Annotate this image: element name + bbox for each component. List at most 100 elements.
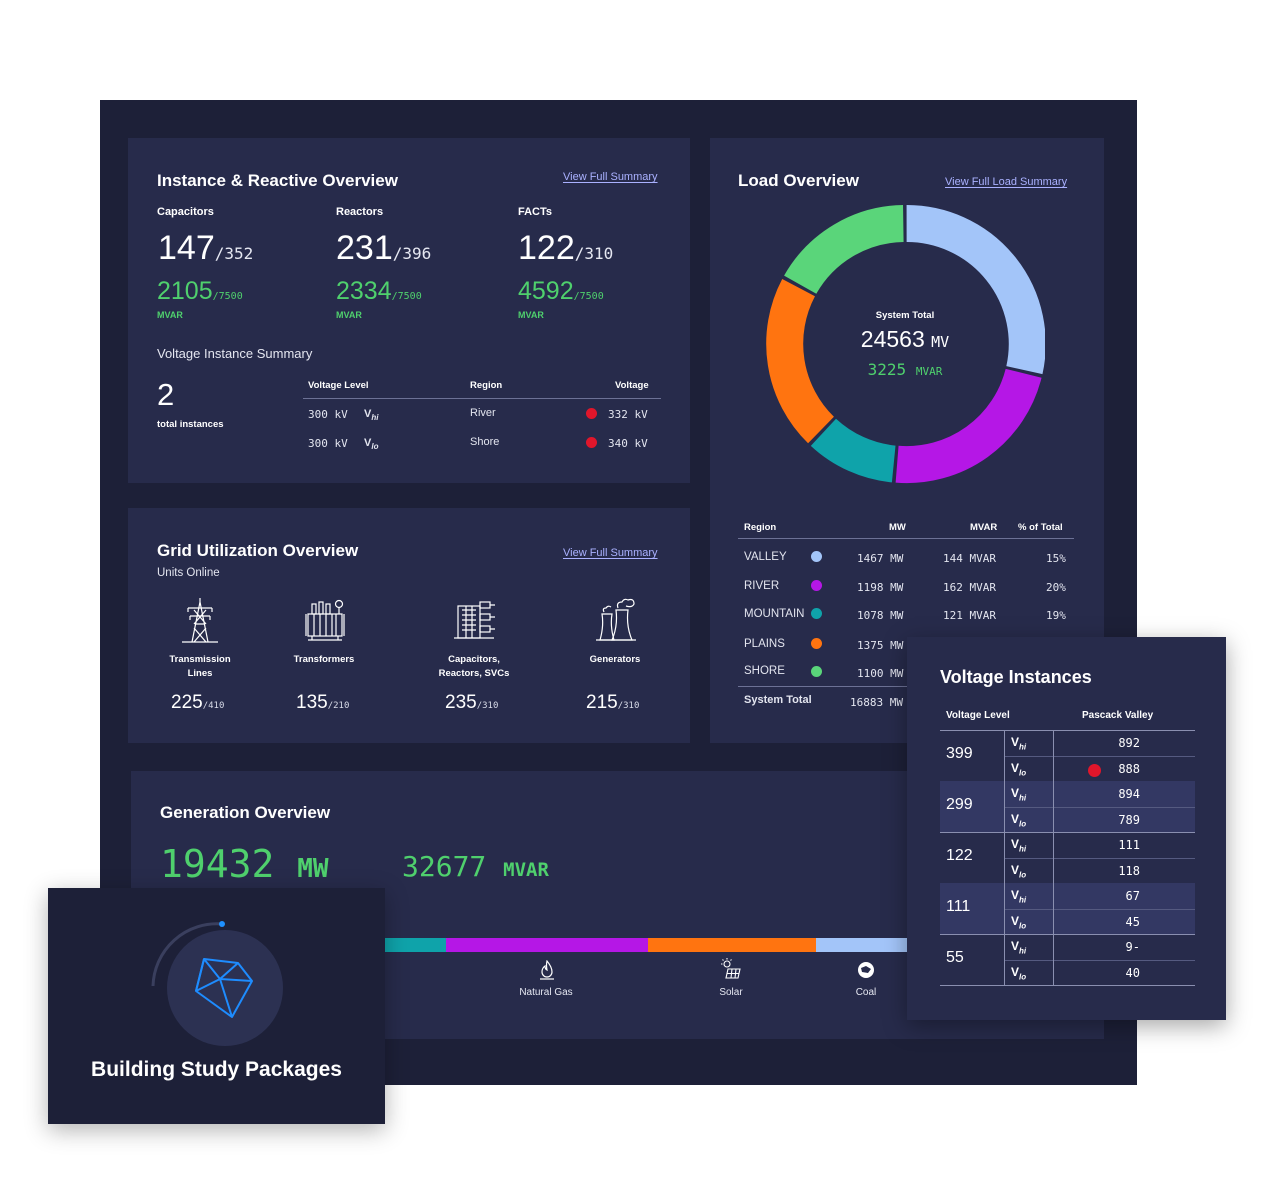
load-row-pct: 15% (1046, 552, 1066, 565)
vi-row-lo-value: 40 (1125, 965, 1140, 980)
vi-row-vlo: Vlo (1011, 964, 1027, 981)
donut-center-mw: 24563 MV (860, 326, 950, 352)
vi-row-rule (940, 985, 1195, 986)
load-total-rule (738, 686, 908, 687)
unit-value: 225/410 (171, 692, 225, 713)
load-row-region: SHORE (744, 665, 785, 677)
unit-value: 135/210 (296, 692, 350, 713)
view-full-summary-link[interactable]: View Full Summary (563, 547, 658, 559)
load-header-rule (738, 538, 1074, 539)
facts-mvar-unit: MVAR (518, 310, 544, 320)
donut-center-label: System Total (875, 310, 935, 321)
donut-segment-shore (784, 205, 905, 295)
power-plant-icon (596, 598, 636, 641)
flame-icon (540, 960, 554, 980)
vi-row-vlo: Vlo (1011, 913, 1027, 930)
vs-row-voltage: 340 kV (608, 437, 648, 450)
vi-row-vlo: Vlo (1011, 811, 1027, 828)
gen-mvar-value: 32677 MVAR (402, 850, 549, 883)
donut-segment-mountain (810, 418, 897, 483)
load-row-pct: 19% (1046, 609, 1066, 622)
progress-ring (151, 921, 283, 1046)
alert-dot (586, 408, 597, 419)
vi-row-level: 111 (946, 898, 971, 915)
reactors-label: Reactors (336, 206, 384, 218)
load-row-mw: 1198 MW (857, 581, 904, 594)
vi-header-rule (940, 730, 1195, 731)
transmission-tower-icon (182, 598, 218, 643)
unit-value: 235/310 (445, 692, 499, 713)
vi-row-lo-value: 118 (1118, 863, 1140, 878)
vi-row-hi-value: 111 (1118, 838, 1140, 852)
vi-row-vhi: Vhi (1011, 735, 1027, 752)
load-row-pct: 20% (1046, 581, 1066, 594)
vi-row-vhi: Vhi (1011, 837, 1027, 854)
load-row-region: VALLEY (744, 551, 787, 563)
load-row-mw: 1100 MW (857, 667, 904, 680)
load-row-region: PLAINS (744, 638, 785, 650)
facts-count: 122/310 (518, 229, 614, 267)
vs-header-voltage: Voltage (615, 380, 649, 391)
load-row-region: MOUNTAIN (744, 608, 805, 620)
vi-row-vhi: Vhi (1011, 786, 1027, 803)
unit-label: Transmission Lines (169, 654, 231, 679)
polyhedron-icon (195, 958, 253, 1018)
load-row-mw: 1078 MW (857, 609, 904, 622)
vi-row-vlo: Vlo (1011, 760, 1027, 777)
transformer-icon (305, 599, 345, 641)
load-panel-title: Load Overview (738, 171, 859, 190)
vs-row-vhi: Vhi (364, 408, 379, 423)
vi-row-vlo: Vlo (1011, 862, 1027, 879)
legend-swatch-plains (811, 638, 822, 649)
vi-row-divider (1005, 755, 1195, 757)
vi-row-lo-value: 789 (1118, 812, 1140, 827)
gen-panel-title: Generation Overview (160, 803, 331, 822)
vi-row-level: 55 (946, 949, 964, 966)
gen-bar-segment (816, 938, 908, 952)
gen-bar-segment (648, 938, 816, 952)
vi-col-rule (1004, 730, 1005, 985)
load-row-mvar: 162 MVAR (943, 581, 996, 594)
vs-row-vlo: Vlo (364, 437, 379, 452)
legend-swatch-mountain (811, 608, 822, 619)
load-total-mw: 16883 MW (850, 696, 903, 709)
vi-header-region: Pascack Valley (1082, 710, 1154, 721)
facts-label: FACTs (518, 206, 553, 218)
vi-row-level: 399 (946, 745, 973, 762)
unit-label: Capacitors, Reactors, SVCs (438, 654, 510, 679)
vi-row-vhi: Vhi (1011, 939, 1027, 956)
gen-source-label: Natural Gas (519, 987, 573, 998)
reactors-mvar: 2334/7500 (336, 277, 422, 305)
vi-row-hi-value: 67 (1125, 889, 1140, 903)
load-total-label: System Total (744, 694, 812, 706)
voltage-card-title: Voltage Instances (940, 667, 1092, 687)
vi-row-divider (1005, 857, 1195, 859)
vi-row-level: 299 (946, 796, 973, 813)
instance-reactive-panel (128, 138, 690, 483)
vi-row-rule (940, 934, 1195, 935)
vi-header-level: Voltage Level (946, 710, 1010, 721)
load-row-region: RIVER (744, 580, 780, 592)
view-full-load-summary-link[interactable]: View Full Load Summary (945, 176, 1068, 188)
load-row-mw: 1375 MW (857, 639, 904, 652)
alert-dot (1088, 763, 1101, 777)
voltage-instance-count-label: total instances (157, 419, 224, 430)
vi-row-divider (1005, 959, 1195, 961)
load-row-mvar: 144 MVAR (943, 552, 996, 565)
view-full-summary-link[interactable]: View Full Summary (563, 171, 658, 183)
vi-row-rule (940, 832, 1195, 833)
capacitors-count: 147/352 (158, 229, 254, 267)
donut-segment-plains (766, 278, 835, 444)
gen-mw-value: 19432 MW (160, 842, 329, 886)
capacitor-bank-icon (454, 601, 495, 639)
grid-panel-title: Grid Utilization Overview (157, 541, 359, 560)
vs-header-level: Voltage Level (308, 380, 369, 391)
unit-label: Transformers (293, 654, 355, 665)
vs-row-voltage: 332 kV (608, 408, 648, 421)
facts-mvar: 4592/7500 (518, 277, 604, 305)
legend-swatch-valley (811, 551, 822, 562)
load-header-mvar: MVAR (970, 522, 998, 533)
vi-row-vhi: Vhi (1011, 888, 1027, 905)
load-donut-chart (766, 204, 1045, 484)
vs-row-level: 300 kV (308, 408, 348, 421)
